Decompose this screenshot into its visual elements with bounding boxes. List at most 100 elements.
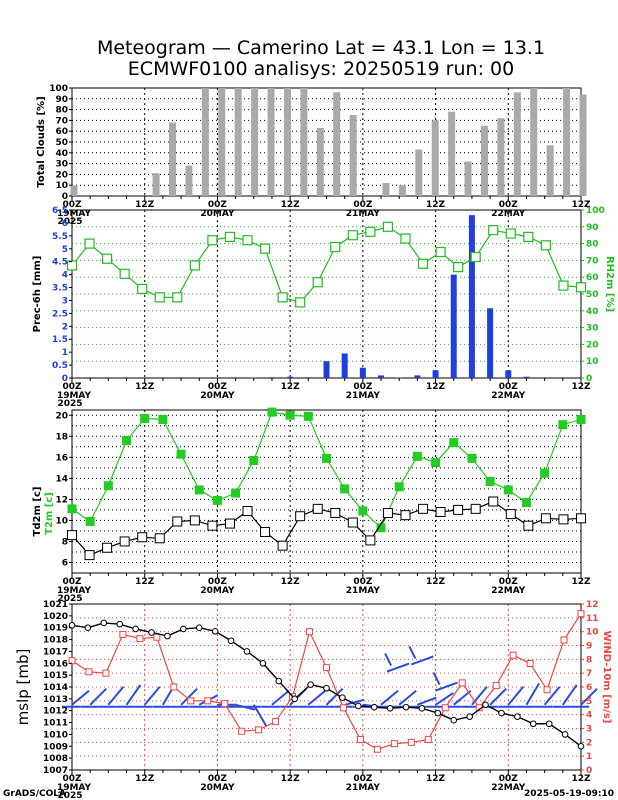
precip-bar [250, 377, 257, 378]
y-tick-label: 1009 [43, 742, 68, 752]
rh-marker [207, 235, 218, 246]
x-tick-label: 12Z [281, 577, 301, 587]
y2-tick-label: 11 [586, 614, 599, 624]
y-tick-label: 12 [55, 495, 68, 505]
x-day-label: 21MAY [346, 586, 381, 596]
rh-marker [382, 221, 394, 232]
t2m-marker [376, 523, 386, 533]
t2m-marker [467, 453, 477, 463]
t2m-marker [485, 477, 495, 487]
y2-axis-label-wind: WIND-10m [m/s] [601, 631, 612, 724]
mslp-marker [164, 632, 171, 640]
y-tick-label: 3.5 [52, 284, 68, 294]
y-tick-label: 70 [55, 116, 68, 126]
x-tick-label: 00Z [499, 382, 519, 392]
y-tick-label: 60 [55, 127, 68, 137]
x-tick-label: 00Z [353, 577, 373, 587]
y-tick-label: 1008 [43, 754, 68, 764]
precip-bar [341, 353, 348, 378]
y-axis-label-mslp: mslp [mb] [14, 649, 32, 726]
x-tick-label: 12Z [281, 382, 301, 392]
y-tick-label: 100 [49, 84, 68, 94]
y-tick-label: 1013 [43, 695, 68, 705]
y-tick-label: 1007 [43, 766, 68, 776]
cloud-bar [497, 118, 505, 196]
x-tick-label: 12Z [135, 774, 155, 784]
x-tick-label: 00Z [62, 382, 82, 392]
x-tick-label: 12Z [426, 774, 446, 784]
y2-tick-label: 7 [586, 669, 592, 679]
cloud-bar [448, 111, 456, 196]
y-tick-label: 10 [55, 516, 68, 526]
cloud-bar [234, 88, 242, 196]
mslp-marker [116, 620, 124, 628]
wind-marker [509, 651, 517, 659]
t2m-marker [267, 407, 277, 417]
x-tick-label: 00Z [62, 577, 82, 587]
td2m-marker [119, 536, 130, 547]
t2m-marker [358, 506, 368, 516]
x-tick-label: 00Z [353, 774, 373, 784]
x-tick-label: 00Z [62, 200, 82, 210]
wind-barb [271, 690, 290, 706]
wind-marker [153, 633, 161, 641]
mslp-marker [418, 705, 426, 712]
y-tick-label: 14 [55, 474, 68, 484]
wind-marker [458, 679, 466, 687]
t2m-marker [122, 435, 132, 445]
y-tick-label: 1011 [43, 719, 68, 729]
cloud-bar [382, 183, 390, 196]
wind-barb [143, 686, 161, 706]
x-tick-label: 12Z [135, 577, 155, 587]
x-day-label: 20MAY [200, 209, 235, 219]
td2m-marker [207, 520, 218, 531]
td2m-marker [540, 513, 551, 524]
rh-line [71, 226, 582, 304]
td2m-marker [488, 496, 499, 507]
y2-tick-label: 12 [586, 600, 599, 610]
wind-barb [453, 690, 472, 706]
td2m-marker [347, 517, 358, 528]
wind-marker [373, 745, 381, 753]
cloud-bar [251, 88, 259, 196]
t2m-marker [540, 468, 550, 478]
y2-tick-label: 50 [586, 290, 599, 300]
mslp-marker [180, 625, 187, 633]
td2m-marker [435, 507, 446, 518]
td2m-marker [470, 503, 481, 514]
mslp-marker [386, 705, 394, 712]
y-tick-label: 5.5 [52, 232, 68, 242]
mslp-marker [370, 703, 378, 711]
y-tick-label: 1020 [43, 612, 68, 622]
t2m-marker [85, 516, 95, 526]
wind-marker [424, 736, 432, 744]
y2-tick-label: 4 [586, 711, 592, 721]
cloud-bar [480, 125, 488, 196]
x-day-label: 19MAY [57, 209, 92, 219]
y-tick-label: 1010 [43, 730, 68, 740]
cloud-bar [415, 149, 423, 196]
mslp-marker [211, 627, 219, 635]
y-tick-label: 6 [62, 558, 68, 568]
cloud-bar [546, 145, 554, 196]
x-tick-label: 12Z [135, 200, 155, 210]
mslp-marker [450, 716, 458, 724]
x-day-label: 19MAY [57, 783, 92, 793]
y-tick-label: 0 [62, 192, 68, 202]
y2-tick-label: 100 [586, 206, 605, 216]
wind-marker [390, 740, 398, 748]
t2m-marker [340, 484, 350, 494]
wind-barb [344, 698, 365, 706]
y2-tick-label: 5 [586, 697, 592, 707]
wind-barb-flag [408, 646, 417, 659]
wind-marker [119, 630, 127, 638]
t2m-marker [140, 413, 150, 423]
t2m-marker [67, 504, 77, 514]
y-axis-label-td2m: Td2m [c] [32, 487, 43, 537]
x-year-label: 2025 [57, 217, 82, 227]
cloud-bar [464, 161, 472, 196]
rh-marker [417, 258, 429, 269]
td2m-marker [382, 508, 393, 519]
x-day-label: 22MAY [491, 783, 526, 793]
y-axis-label-t2m: T2m [c] [44, 492, 55, 535]
